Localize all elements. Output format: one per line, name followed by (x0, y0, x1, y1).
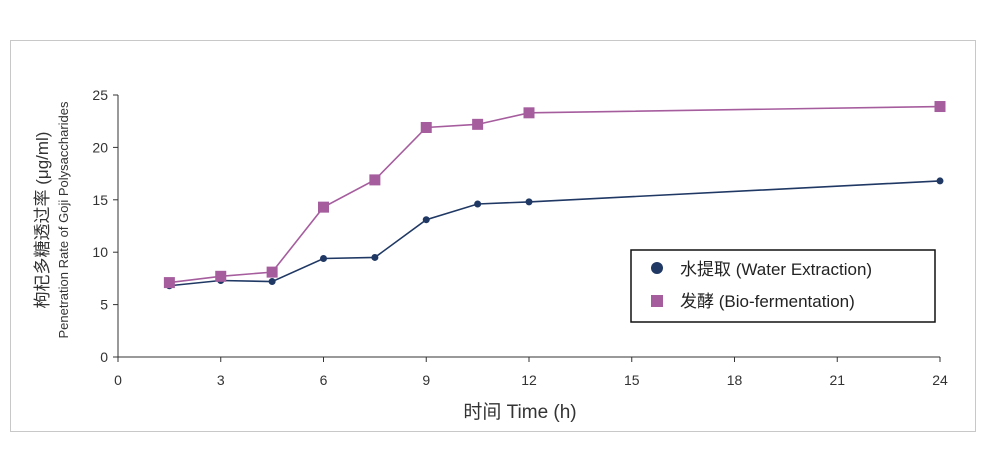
legend-marker-water (651, 262, 663, 274)
x-axis-label: 时间 Time (h) (463, 401, 576, 423)
y-tick-label: 15 (92, 192, 108, 208)
y-tick-label: 10 (92, 244, 108, 260)
x-tick-label: 21 (829, 372, 845, 388)
legend-box (630, 249, 936, 323)
data-point-water-extraction (320, 254, 327, 262)
legend-marker-fermentation (651, 295, 663, 307)
data-point-bio-fermentation (266, 266, 278, 278)
data-point-bio-fermentation (318, 201, 329, 213)
legend-label-fermentation: 发酵 (Bio-fermentation) (680, 292, 855, 311)
y-ticks: 0 5 10 15 20 25 (92, 87, 118, 365)
data-point-water-extraction (474, 200, 482, 208)
data-point-bio-fermentation (215, 270, 227, 282)
data-point-bio-fermentation (420, 121, 432, 133)
x-tick-label: 15 (624, 372, 640, 388)
legend-label-water: 水提取 (Water Extraction) (680, 260, 872, 279)
data-point-water-extraction (936, 177, 944, 185)
chart-frame (10, 40, 976, 432)
y-tick-label: 20 (92, 139, 108, 155)
y-tick-label: 0 (100, 349, 108, 365)
y-axis-label-cn: 枸杞多糖透过率 (μg/ml) (33, 132, 52, 309)
x-tick-label: 9 (422, 372, 430, 388)
x-tick-label: 0 (114, 372, 122, 388)
data-point-bio-fermentation (163, 277, 175, 289)
y-tick-label: 5 (100, 297, 108, 313)
y-axis-label-en: Penetration Rate of Goji Polysaccharides (56, 101, 71, 339)
y-tick-label: 25 (92, 87, 108, 103)
legend: 水提取 (Water Extraction) 发酵 (Bio-fermentat… (630, 249, 936, 323)
x-ticks: 0 3 6 9 12 15 18 21 24 (114, 357, 948, 388)
data-point-bio-fermentation (369, 174, 381, 186)
x-tick-label: 6 (320, 372, 328, 388)
series-layer (163, 101, 946, 290)
data-point-water-extraction (422, 216, 430, 224)
x-tick-label: 24 (932, 372, 948, 388)
data-point-bio-fermentation (472, 118, 484, 130)
data-point-water-extraction (371, 253, 379, 261)
data-point-bio-fermentation (523, 107, 535, 119)
data-point-water-extraction (268, 278, 276, 286)
data-point-water-extraction (525, 198, 533, 206)
x-tick-label: 18 (727, 372, 743, 388)
data-point-bio-fermentation (934, 101, 946, 113)
x-tick-label: 3 (217, 372, 225, 388)
x-tick-label: 12 (521, 372, 537, 388)
